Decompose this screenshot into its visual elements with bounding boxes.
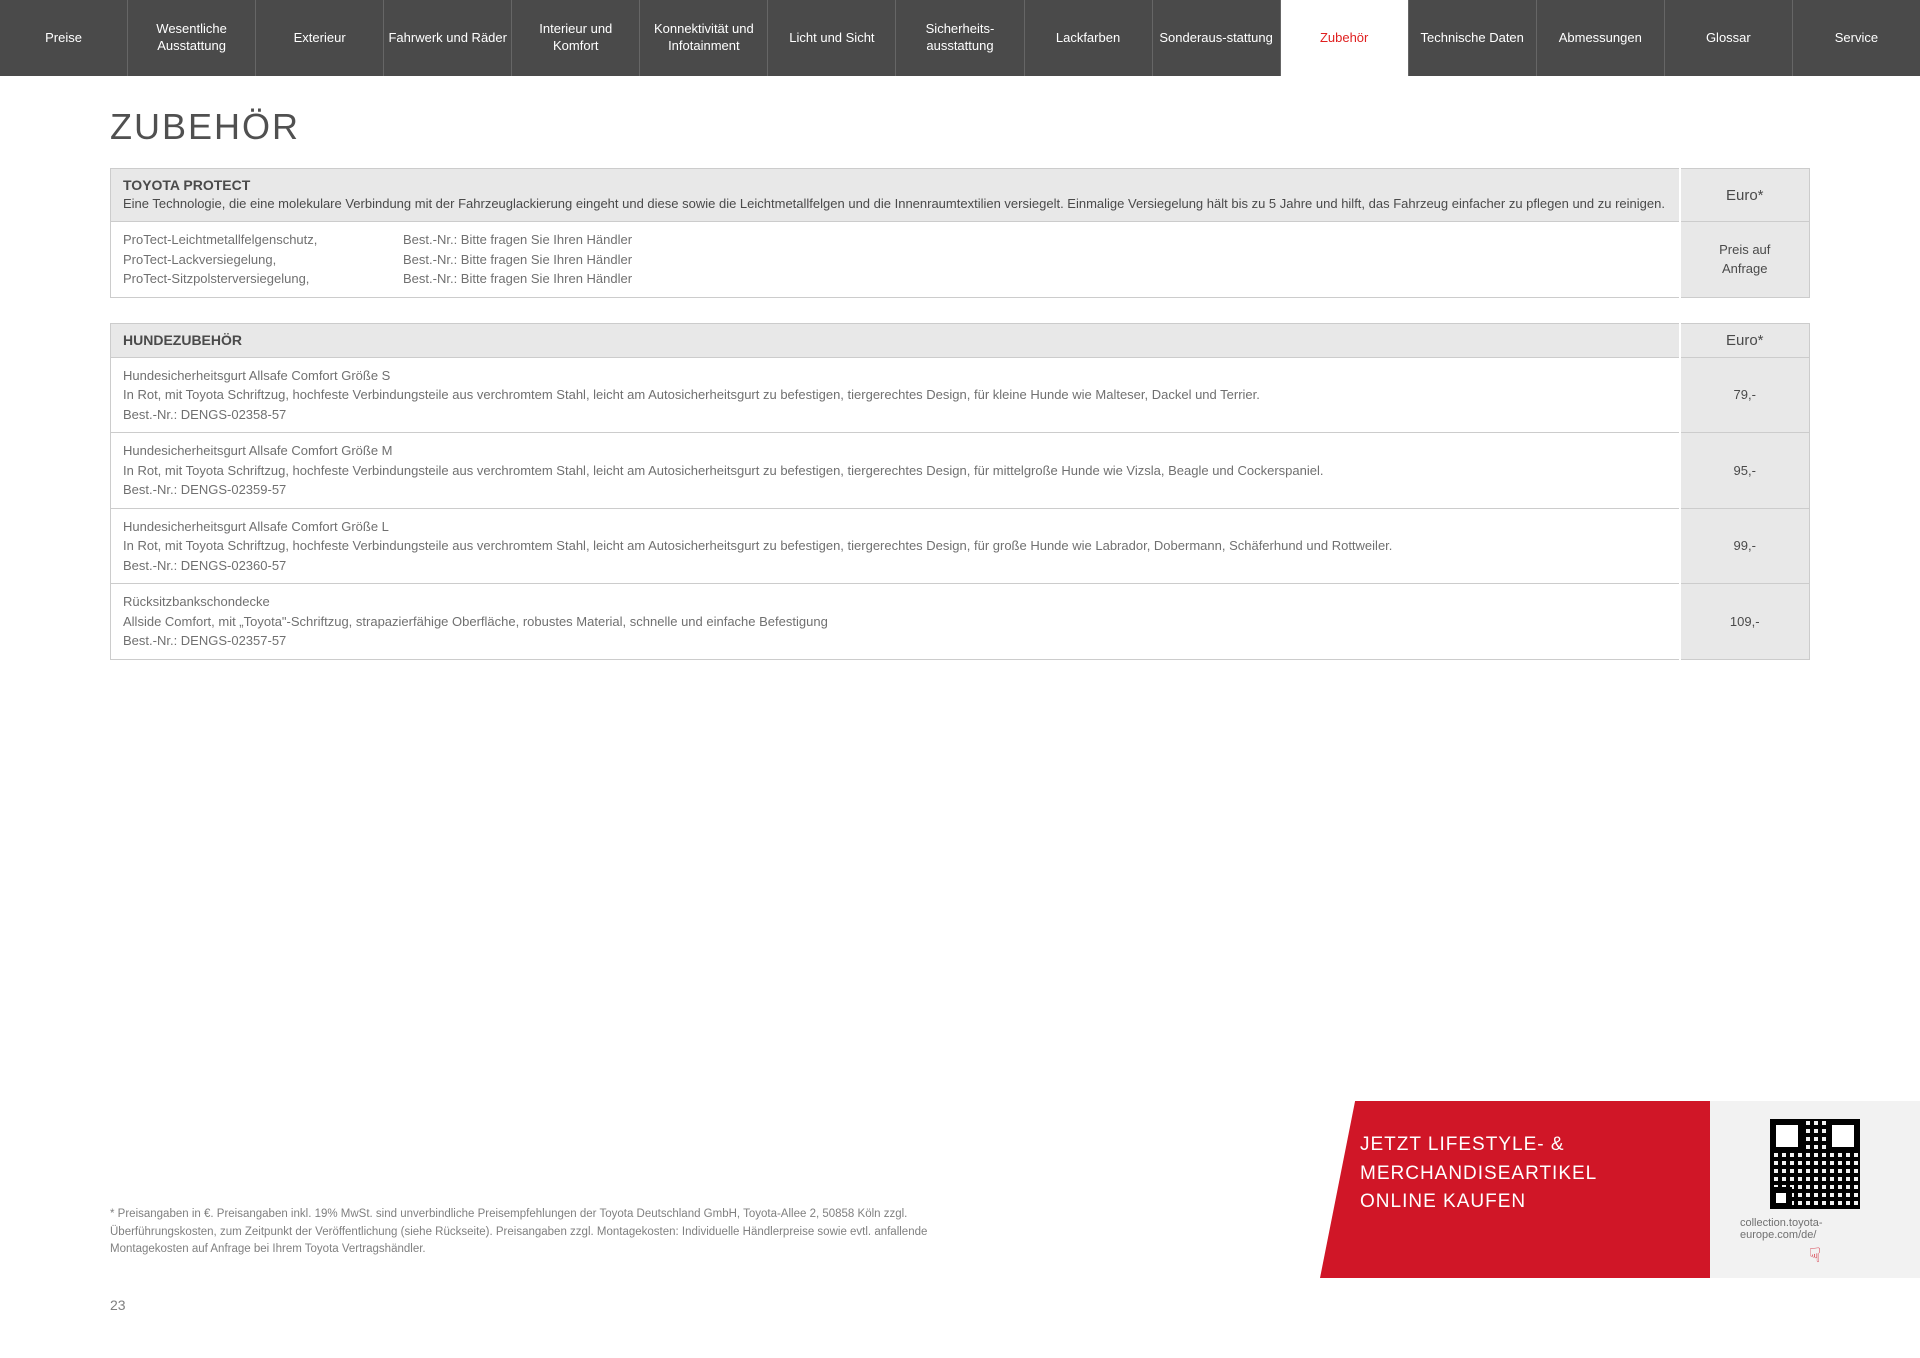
cell-text: Rücksitzbankschondecke <box>123 592 1667 612</box>
price-value: 79,- <box>1680 357 1810 433</box>
table-row: Hundesicherheitsgurt Allsafe Comfort Grö… <box>111 357 1810 433</box>
header-title: TOYOTA PROTECT <box>123 177 1667 193</box>
tab-sicherheit[interactable]: Sicherheits-ausstattung <box>896 0 1024 76</box>
header-desc: Eine Technologie, die eine molekulare Ve… <box>123 196 1665 211</box>
protect-table: TOYOTA PROTECT Eine Technologie, die ein… <box>110 168 1810 298</box>
cell-text: Best.-Nr.: Bitte fragen Sie Ihren Händle… <box>403 230 1667 250</box>
cell-text: Best.-Nr.: Bitte fragen Sie Ihren Händle… <box>403 269 1667 289</box>
cell-text: In Rot, mit Toyota Schriftzug, hochfeste… <box>123 461 1667 481</box>
tab-zubehoer[interactable]: Zubehör <box>1281 0 1409 76</box>
tab-sonderausstattung[interactable]: Sonderaus-stattung <box>1153 0 1281 76</box>
price-value: Anfrage <box>1693 259 1798 279</box>
cell-text: Allside Comfort, mit „Toyota"-Schriftzug… <box>123 612 1667 632</box>
table-row: Hundesicherheitsgurt Allsafe Comfort Grö… <box>111 508 1810 584</box>
tab-exterieur[interactable]: Exterieur <box>256 0 384 76</box>
table-row: Rücksitzbankschondecke Allside Comfort, … <box>111 584 1810 660</box>
table-row: Hundesicherheitsgurt Allsafe Comfort Grö… <box>111 433 1810 509</box>
qr-url: collection.toyota-europe.com/de/ <box>1740 1217 1890 1241</box>
tab-lackfarben[interactable]: Lackfarben <box>1025 0 1153 76</box>
table-row: ProTect-Leichtmetallfelgenschutz, ProTec… <box>111 222 1810 298</box>
price-value: 109,- <box>1680 584 1810 660</box>
main-content: ZUBEHÖR TOYOTA PROTECT Eine Technologie,… <box>0 76 1920 660</box>
cell-text: ProTect-Leichtmetallfelgenschutz, <box>123 230 403 250</box>
header-title: HUNDEZUBEHÖR <box>111 323 1680 357</box>
price-header: Euro* <box>1680 323 1810 357</box>
banner-text: JETZT LIFESTYLE- & MERCHANDISEARTIKEL ON… <box>1320 1101 1710 1278</box>
tab-interieur[interactable]: Interieur und Komfort <box>512 0 640 76</box>
tab-abmessungen[interactable]: Abmessungen <box>1537 0 1665 76</box>
tab-wesentliche[interactable]: Wesentliche Ausstattung <box>128 0 256 76</box>
promo-banner: JETZT LIFESTYLE- & MERCHANDISEARTIKEL ON… <box>1320 1101 1920 1278</box>
price-value: Preis auf <box>1693 240 1798 260</box>
cell-text: In Rot, mit Toyota Schriftzug, hochfeste… <box>123 385 1667 405</box>
banner-line: ONLINE KAUFEN <box>1360 1188 1670 1217</box>
cell-text: Best.-Nr.: DENGS-02360-57 <box>123 556 1667 576</box>
cell-text: ProTect-Sitzpolsterversiegelung, <box>123 269 403 289</box>
footnote: * Preisangaben in €. Preisangaben inkl. … <box>110 1206 960 1258</box>
tab-konnektivitaet[interactable]: Konnektivität und Infotainment <box>640 0 768 76</box>
banner-line: MERCHANDISEARTIKEL <box>1360 1160 1670 1189</box>
qr-section: collection.toyota-europe.com/de/ ☟ <box>1710 1101 1920 1278</box>
table-header: TOYOTA PROTECT Eine Technologie, die ein… <box>111 169 1810 222</box>
pointer-icon: ☟ <box>1809 1243 1821 1268</box>
hunde-table: HUNDEZUBEHÖR Euro* Hundesicherheitsgurt … <box>110 323 1810 660</box>
cell-text: Hundesicherheitsgurt Allsafe Comfort Grö… <box>123 441 1667 461</box>
price-value: 99,- <box>1680 508 1810 584</box>
tab-glossar[interactable]: Glossar <box>1665 0 1793 76</box>
price-value: 95,- <box>1680 433 1810 509</box>
tab-preise[interactable]: Preise <box>0 0 128 76</box>
cell-text: Best.-Nr.: DENGS-02358-57 <box>123 405 1667 425</box>
nav-tabs: Preise Wesentliche Ausstattung Exterieur… <box>0 0 1920 76</box>
banner-line: JETZT LIFESTYLE- & <box>1360 1131 1670 1160</box>
price-header: Euro* <box>1680 169 1810 222</box>
page-number: 23 <box>110 1297 126 1313</box>
tab-technische-daten[interactable]: Technische Daten <box>1409 0 1537 76</box>
cell-text: Best.-Nr.: DENGS-02359-57 <box>123 480 1667 500</box>
cell-text: In Rot, mit Toyota Schriftzug, hochfeste… <box>123 536 1667 556</box>
cell-text: Hundesicherheitsgurt Allsafe Comfort Grö… <box>123 517 1667 537</box>
page-title: ZUBEHÖR <box>110 106 1810 148</box>
cell-text: Best.-Nr.: DENGS-02357-57 <box>123 631 1667 651</box>
tab-fahrwerk[interactable]: Fahrwerk und Räder <box>384 0 512 76</box>
cell-text: ProTect-Lackversiegelung, <box>123 250 403 270</box>
qr-code-icon[interactable] <box>1770 1119 1860 1209</box>
cell-text: Best.-Nr.: Bitte fragen Sie Ihren Händle… <box>403 250 1667 270</box>
cell-text: Hundesicherheitsgurt Allsafe Comfort Grö… <box>123 366 1667 386</box>
tab-service[interactable]: Service <box>1793 0 1920 76</box>
tab-licht[interactable]: Licht und Sicht <box>768 0 896 76</box>
table-header: HUNDEZUBEHÖR Euro* <box>111 323 1810 357</box>
